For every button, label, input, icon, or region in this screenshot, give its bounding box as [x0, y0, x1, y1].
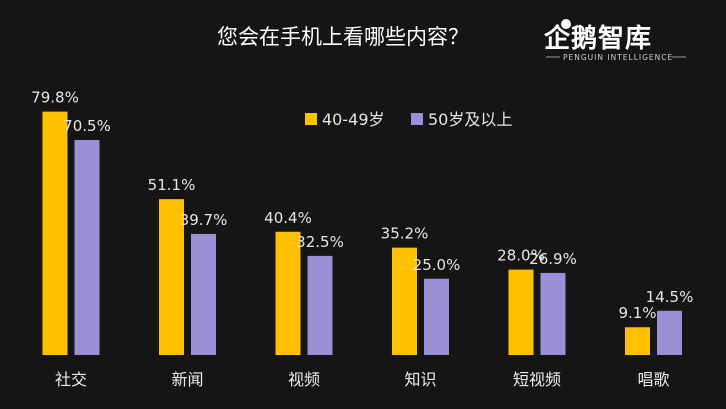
category-label-6: 唱歌 — [637, 370, 669, 389]
legend-label-50-plus: 50岁及以上 — [428, 110, 512, 129]
legend-swatch-50-plus — [411, 113, 423, 125]
bar-series2-cat3 — [307, 255, 333, 355]
bar-series1-cat2 — [159, 199, 184, 355]
bar-series2-cat2 — [191, 233, 216, 355]
value-label-series2-cat1: 70.5% — [63, 117, 111, 135]
value-label-series2-cat4: 25.0% — [413, 256, 461, 274]
category-label-3: 视频 — [288, 370, 320, 389]
category-label-5: 短视频 — [513, 370, 561, 389]
value-label-series2-cat5: 26.9% — [529, 250, 577, 268]
category-label-1: 社交 — [55, 370, 87, 389]
brand-tagline: PENGUIN INTELLIGENCE — [563, 53, 673, 62]
value-label-series1-cat1: 79.8% — [31, 89, 79, 107]
bar-series1-cat3 — [275, 231, 301, 355]
category-label-4: 知识 — [404, 370, 436, 389]
penguin-mark-icon — [561, 19, 571, 29]
brand-logo: 企鹅智库 PENGUIN INTELLIGENCE — [544, 19, 686, 62]
value-label-series1-cat4: 35.2% — [381, 225, 429, 243]
value-label-series1-cat6: 9.1% — [618, 304, 656, 322]
bar-series2-cat5 — [540, 272, 566, 355]
brand-name: 企鹅智库 — [544, 23, 652, 54]
bar-series2-cat6 — [657, 310, 682, 355]
value-labels-group: 79.8% 70.5% 51.1% 39.7% 40.4% 32.5% 35.2% 25.0%… — [31, 89, 693, 323]
legend: 40-49岁 50岁及以上 — [305, 110, 512, 129]
value-label-series2-cat2: 39.7% — [180, 211, 228, 229]
value-label-series1-cat3: 40.4% — [264, 209, 312, 227]
value-label-series1-cat5: 28.0% — [497, 247, 545, 265]
value-label-series2-cat6: 14.5% — [646, 288, 694, 306]
value-label-series2-cat3: 32.5% — [296, 233, 344, 251]
bar-series1-cat5 — [508, 269, 534, 355]
bar-series2-cat4 — [424, 278, 449, 355]
legend-label-40-49: 40-49岁 — [322, 110, 385, 129]
legend-swatch-40-49 — [305, 113, 317, 125]
bar-series2-cat1 — [74, 139, 100, 355]
value-label-series1-cat2: 51.1% — [148, 176, 196, 194]
bar-series1-cat1 — [42, 111, 68, 355]
category-label-2: 新闻 — [171, 370, 203, 389]
bar-series1-cat4 — [392, 247, 417, 355]
bar-series1-cat6 — [625, 327, 650, 355]
chart-title: 您会在手机上看哪些内容？ — [217, 25, 469, 49]
bars-group — [42, 111, 682, 355]
category-labels-group: 社交 新闻 视频 知识 短视频 唱歌 — [55, 370, 670, 389]
